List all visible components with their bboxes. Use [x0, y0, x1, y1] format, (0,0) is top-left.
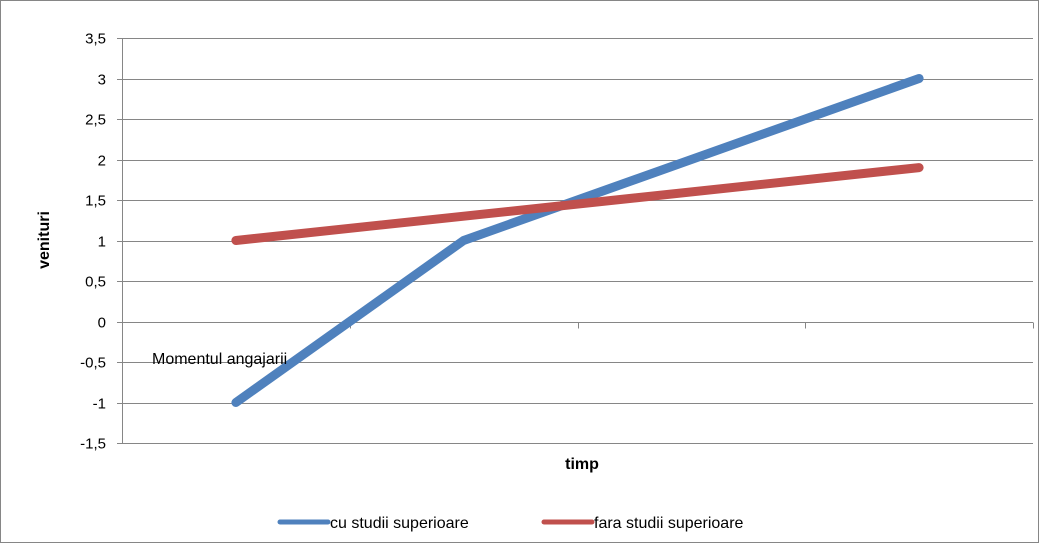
y-tick-label: 0: [98, 315, 106, 332]
series-line-1: [231, 74, 924, 407]
y-tick-label: 1,5: [85, 193, 106, 210]
series-line-2: [231, 163, 924, 245]
legend-label-2: fara studii superioare: [594, 515, 744, 532]
y-tick-label: 0,5: [85, 274, 106, 291]
y-tick-label: 3,5: [85, 31, 106, 48]
x-axis: [122, 322, 1034, 329]
annotation-momentul-angajarii: Momentul angajarii: [152, 351, 287, 368]
legend-label-1: cu studii superioare: [330, 515, 469, 532]
x-axis-title: timp: [565, 456, 599, 473]
y-tick-label: -0,5: [80, 355, 106, 372]
y-tick-labels: 3,5 3 2,5 2 1,5 1 0,5 0 -0,5 -1 -1,5: [80, 31, 106, 453]
y-tick-label: 2: [98, 153, 106, 170]
gridlines: [122, 38, 1033, 444]
y-tick-label: 1: [98, 234, 106, 251]
y-tick-label: -1: [93, 396, 106, 413]
legend: cu studii superioare fara studii superioa…: [277, 515, 744, 532]
y-tick-label: 3: [98, 72, 106, 89]
series-layer: [231, 74, 924, 407]
y-tick-label: -1,5: [80, 436, 106, 453]
y-axis: [117, 38, 123, 444]
y-axis-title: venituri: [36, 211, 53, 269]
y-tick-label: 2,5: [85, 112, 106, 129]
